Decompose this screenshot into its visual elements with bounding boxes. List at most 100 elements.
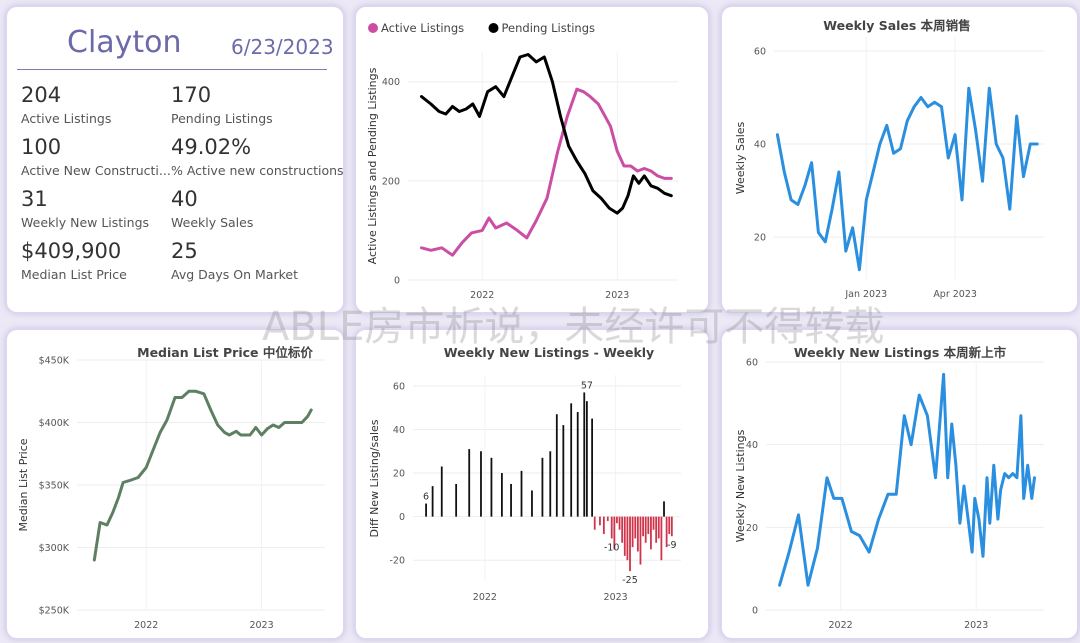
chart-title: Weekly New Listings - Weekly [444,345,654,360]
bar [531,490,533,517]
bar [618,516,621,530]
y-axis-label: Weekly New Listings [734,429,747,542]
bar [576,412,579,517]
weekly-sales-line-chart: 20 40 60 Jan 2023 Apr 2023 Weekly Sales 本周销售 W… [734,18,1044,300]
y-tick-label: 40 [746,440,758,451]
series-line [775,86,1039,272]
bar [650,516,652,550]
series-line [420,53,673,215]
data-label: -10 [604,542,620,553]
x-tick-label: 2023 [604,592,628,603]
y-tick-label: $350K [39,481,70,492]
y-tick-label: 60 [754,46,766,57]
y-tick-label: 40 [393,425,405,436]
bar [541,457,544,517]
y-axis-label: Active Listings and Pending Listings [366,67,379,264]
bar [602,516,605,535]
bar [510,483,512,517]
y-tick-label: 60 [393,381,405,392]
pct-active-new-construction-value: 49.02% [171,135,252,159]
weekly-sales-label: Weekly Sales [171,215,254,230]
y-tick-label: 60 [746,358,758,369]
chart-title: Weekly New Listings 本周新上市 [794,345,1007,360]
data-label: -25 [622,575,638,586]
bar [606,516,609,521]
y-tick-label: 0 [399,512,405,523]
city-name: Clayton [67,25,182,60]
y-tick-label: 20 [746,523,758,534]
pct-active-new-construction-label: % Active new constructions [171,163,344,178]
bar [642,516,644,537]
y-tick-label: $300K [39,543,70,554]
y-axis-label: Median List Price [17,438,30,531]
bar [644,516,647,543]
bar [593,516,596,530]
bar [665,516,668,548]
kpi-divider [17,69,327,70]
y-tick-label: 0 [394,276,400,287]
report-date: 6/23/2023 [231,35,334,59]
x-tick-label: 2022 [473,592,497,603]
bar [631,516,634,548]
bar [626,516,629,561]
data-label: -9 [667,540,676,551]
weekly-new-listings-label: Weekly New Listings [21,215,150,230]
bar [629,516,631,572]
bar [468,449,471,517]
y-tick-label: 20 [754,233,766,244]
active-listings-label: Active Listings [21,111,112,126]
y-tick-label: 200 [382,176,400,187]
avg-days-on-market-label: Avg Days On Market [171,267,298,282]
y-tick-label: 400 [382,77,400,88]
bar [425,503,427,517]
y-tick-label: $250K [39,606,70,617]
bar [655,516,658,543]
legend-label: Active Listings [381,21,464,35]
avg-days-on-market-value: 25 [171,239,198,263]
x-tick-label: 2022 [828,620,852,631]
weekly-new-listings-chart-panel: 0 20 40 60 2022 2023 Weekly New Listings 本周新上市… [720,328,1079,640]
median-price-chart-panel: $250K $300K $350K $400K $450K 2022 2023 Median … [5,328,345,640]
weekly-sales-value: 40 [171,187,198,211]
bar [490,457,493,517]
weekly-new-listings-value: 31 [21,187,48,211]
legend-marker [368,23,378,33]
bar [634,516,637,539]
x-tick-label: 2022 [470,290,494,301]
chart-title: Weekly Sales 本周销售 [823,18,970,33]
bar [555,414,558,517]
pending-listings-label: Pending Listings [171,111,273,126]
median-list-price-label: Median List Price [21,267,127,282]
x-tick-label: 2023 [249,620,273,631]
bar [591,418,594,517]
weekly-sales-chart-panel: 20 40 60 Jan 2023 Apr 2023 Weekly Sales 本周销售 W… [720,5,1079,314]
y-tick-label: 0 [752,606,758,617]
y-axis-label: Diff New Listing/sales [368,419,381,537]
legend-marker [488,23,499,33]
bar [660,516,663,561]
y-tick-label: 20 [393,469,405,480]
series-line [420,87,673,257]
x-tick-label: Apr 2023 [933,289,977,300]
active-new-construction-value: 100 [21,135,62,159]
bar [616,516,618,524]
bar [570,403,573,517]
bar [639,516,642,565]
y-tick-label: $450K [39,356,70,367]
legend-label: Pending Listings [502,21,596,35]
y-tick-label: $400K [39,418,70,429]
bar [455,483,458,517]
bar [636,516,639,552]
bar [668,516,671,535]
weekly-new-listings-line-chart: 0 20 40 60 2022 2023 Weekly New Listings 本周新上市… [734,345,1044,631]
data-label: 6 [423,492,429,503]
active-pending-line-chart: 0 200 400 2022 2023 Active Listings and Pendi… [366,21,678,301]
series-line [92,389,313,562]
x-tick-label: Jan 2023 [844,289,887,300]
pending-listings-value: 170 [171,83,212,107]
y-tick-label: 40 [754,140,766,151]
bar [431,486,434,517]
bar [670,516,673,537]
median-price-line-chart: $250K $300K $350K $400K $450K 2022 2023 Median … [17,345,325,631]
x-tick-label: 2023 [605,290,629,301]
